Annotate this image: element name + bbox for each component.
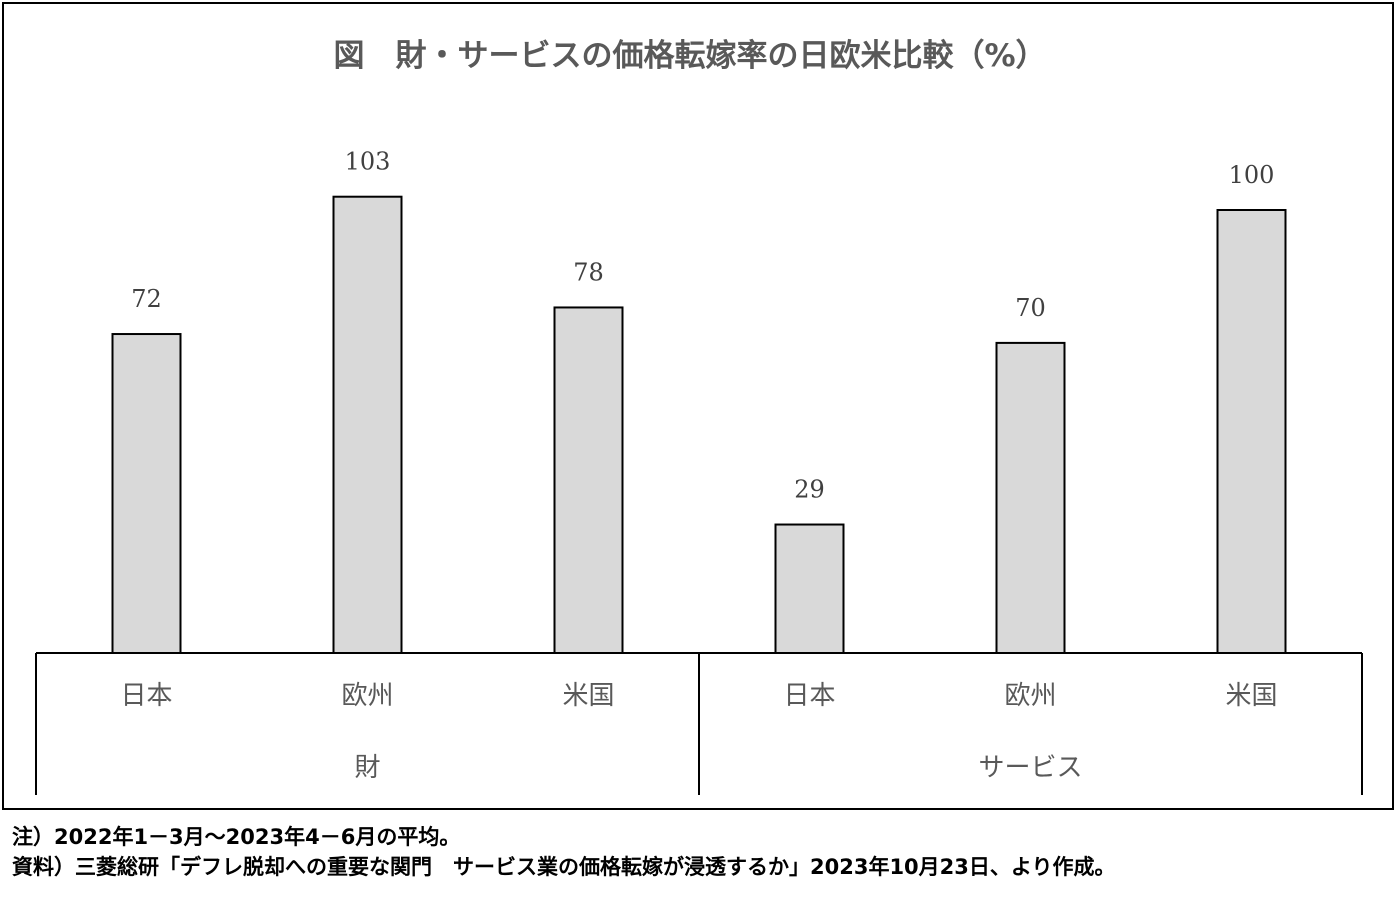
category-label-1-1: 欧州 — [1004, 681, 1056, 711]
category-label-0-0: 日本 — [120, 681, 172, 711]
value-label-0-2: 78 — [573, 258, 604, 286]
group-label-0: 財 — [354, 753, 380, 783]
category-label-0-1: 欧州 — [341, 681, 393, 711]
value-label-1-0: 29 — [794, 476, 825, 504]
bar-0-1 — [332, 195, 403, 655]
bar-1-0 — [774, 523, 845, 655]
category-label-1-2: 米国 — [1225, 681, 1277, 711]
source-text: 資料）三菱総研「デフレ脱却への重要な関門 サービス業の価格転嫁が浸透するか」20… — [12, 855, 1116, 879]
price-pass-through-chart: 図 財・サービスの価格転嫁率の日欧米比較（%） 72 日本 103 欧州 78 米国財 29… — [2, 2, 1394, 810]
chart-notes: 注）2022年1－3月～2023年4－6月の平均。 資料）三菱総研「デフレ脱却へ… — [12, 822, 1115, 882]
value-label-0-0: 72 — [131, 285, 162, 313]
value-label-1-1: 70 — [1015, 294, 1046, 322]
value-label-0-1: 103 — [345, 148, 391, 176]
category-label-0-2: 米国 — [562, 681, 614, 711]
bar-1-1 — [995, 341, 1066, 654]
chart-title: 図 財・サービスの価格転嫁率の日欧米比較（%） — [333, 38, 1046, 74]
value-label-1-2: 100 — [1229, 161, 1275, 189]
bar-1-2 — [1216, 209, 1287, 654]
group-label-1: サービス — [978, 753, 1082, 783]
note-text: 注）2022年1－3月～2023年4－6月の平均。 — [12, 825, 461, 849]
bar-0-0 — [111, 333, 182, 654]
category-label-1-0: 日本 — [783, 681, 835, 711]
bar-0-2 — [553, 306, 624, 654]
